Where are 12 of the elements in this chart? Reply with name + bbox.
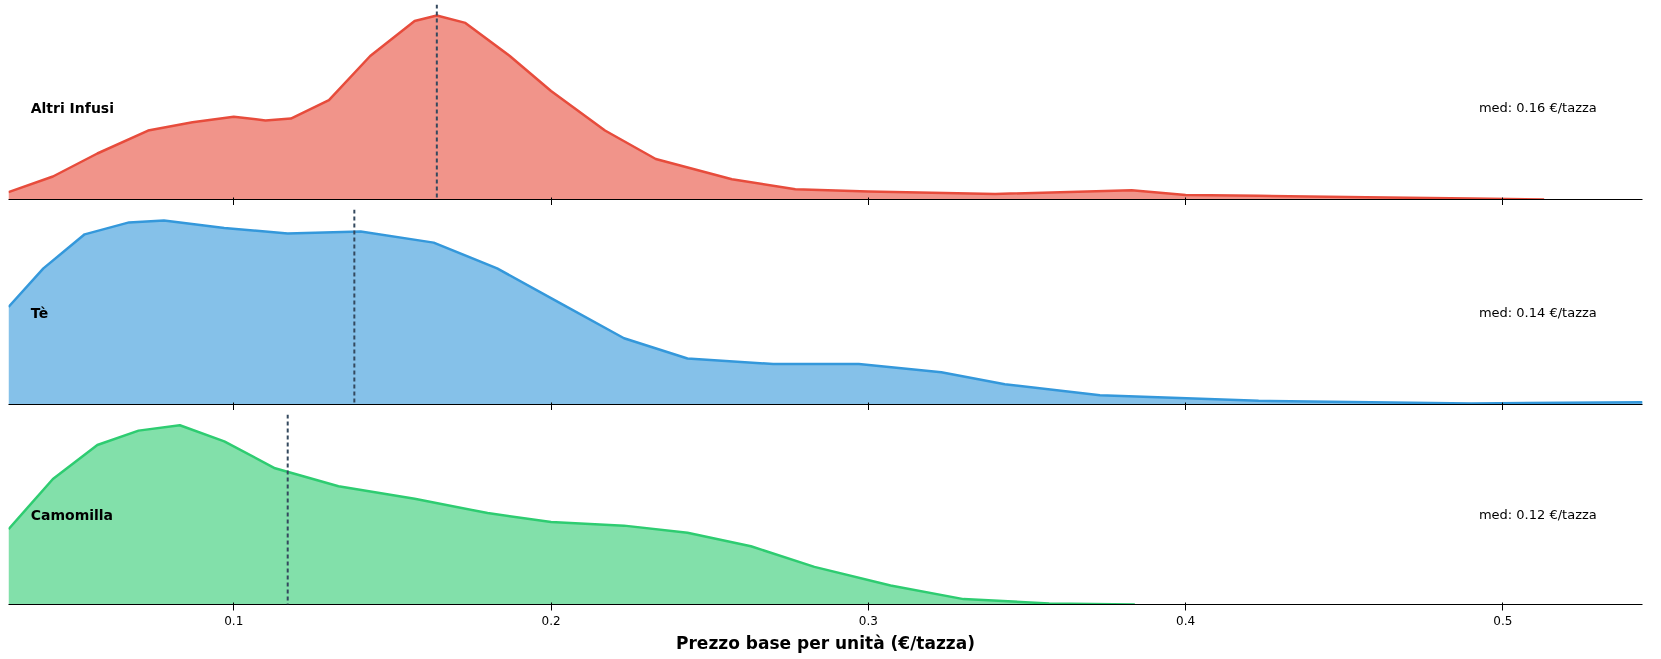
annotation: med: 0.12 €/tazza [1478, 507, 1597, 523]
series-label: Altri Infusi [30, 99, 114, 116]
x-tick-label: 0.1 [224, 613, 244, 628]
x-tick-label: 0.5 [1493, 613, 1513, 628]
annotation: med: 0.16 €/tazza [1478, 100, 1597, 116]
series-label: Tè [30, 304, 49, 321]
series-label: Camomilla [30, 506, 114, 523]
x-axis-title: Prezzo base per unità (€/tazza) [676, 632, 975, 653]
x-tick-label: 0.4 [1176, 613, 1196, 628]
annotation: med: 0.14 €/tazza [1478, 305, 1597, 321]
x-tick-label: 0.2 [541, 613, 561, 628]
x-tick-label: 0.3 [858, 613, 878, 628]
